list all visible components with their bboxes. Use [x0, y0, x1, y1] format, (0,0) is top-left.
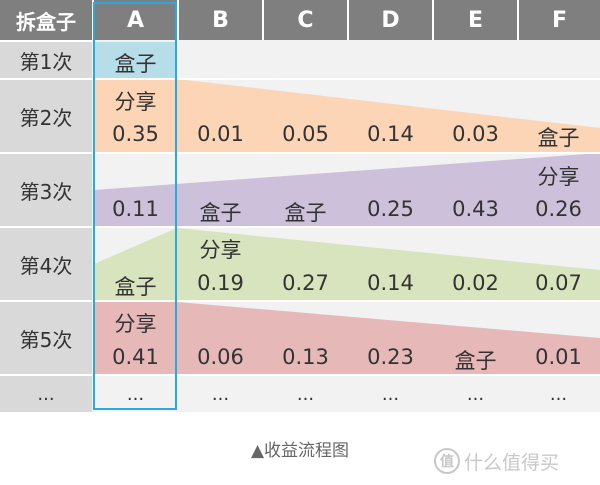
cell-box-label: 盒子 [199, 201, 242, 225]
cell-value: 0.41 [112, 345, 159, 369]
row-label: ... [0, 376, 92, 412]
box-cell-row1 [94, 42, 177, 78]
cell-value: 0.27 [282, 271, 329, 295]
band-row5 [94, 302, 600, 374]
cell-box-label: 盒子 [454, 349, 497, 373]
column-header-d: D [349, 0, 432, 40]
watermark-text: 什么值得买 [464, 451, 560, 474]
row-label: 第4次 [0, 228, 92, 300]
band-row3 [94, 153, 600, 226]
cell-value: 0.03 [452, 122, 499, 146]
cell-value: 0.11 [112, 197, 159, 221]
cell-box-label: 盒子 [284, 201, 327, 225]
row-divider [0, 300, 600, 302]
column-header-b: B [179, 0, 262, 40]
watermark: 值 什么值得买 [434, 446, 600, 476]
row-divider [0, 152, 600, 154]
figure-caption: ▲收益流程图 [250, 441, 350, 461]
cell-value: 0.19 [197, 271, 244, 295]
cell-value: 0.01 [535, 345, 582, 369]
cell-value: 0.23 [367, 345, 414, 369]
watermark-logo-icon: 值 [434, 448, 460, 474]
cell-box-label: 盒子 [114, 275, 157, 299]
cell-ellipsis: ... [381, 384, 400, 405]
cell-ellipsis: ... [296, 384, 315, 405]
cell-value: 0.02 [452, 271, 499, 295]
cell-share-label: 分享 [199, 238, 242, 262]
row-divider [0, 226, 600, 228]
cell-share-label: 分享 [537, 165, 580, 189]
cell-box-label: 盒子 [537, 126, 580, 150]
row-label: 第2次 [0, 80, 92, 152]
cell-ellipsis: ... [466, 384, 485, 405]
band-row2 [94, 79, 600, 152]
cell-share-label: 分享 [114, 90, 157, 114]
row-label: 第3次 [0, 154, 92, 226]
row-divider [0, 374, 600, 376]
column-header-c: C [264, 0, 347, 40]
cell-box-label: 盒子 [114, 52, 157, 76]
column-a-highlight [93, 2, 177, 410]
row-label: 第5次 [0, 302, 92, 374]
cell-value: 0.25 [367, 197, 414, 221]
cell-value: 0.07 [535, 271, 582, 295]
cell-ellipsis: ... [549, 384, 568, 405]
cell-value: 0.26 [535, 197, 582, 221]
cell-ellipsis: ... [211, 384, 230, 405]
cell-share-label: 分享 [114, 312, 157, 336]
band-row4 [94, 228, 600, 300]
cell-value: 0.01 [197, 122, 244, 146]
row-divider [0, 78, 600, 80]
column-header-a: A [94, 0, 177, 40]
cell-value: 0.35 [112, 122, 159, 146]
cell-value: 0.14 [367, 271, 414, 295]
cell-value: 0.14 [367, 122, 414, 146]
column-header-e: E [434, 0, 517, 40]
cell-value: 0.13 [282, 345, 329, 369]
header-corner: 拆盒子 [0, 0, 92, 40]
cell-value: 0.06 [197, 345, 244, 369]
cell-value: 0.43 [452, 197, 499, 221]
cell-value: 0.05 [282, 122, 329, 146]
column-header-f: F [519, 0, 600, 40]
cell-ellipsis: ... [126, 384, 145, 405]
row-label: 第1次 [0, 42, 92, 78]
